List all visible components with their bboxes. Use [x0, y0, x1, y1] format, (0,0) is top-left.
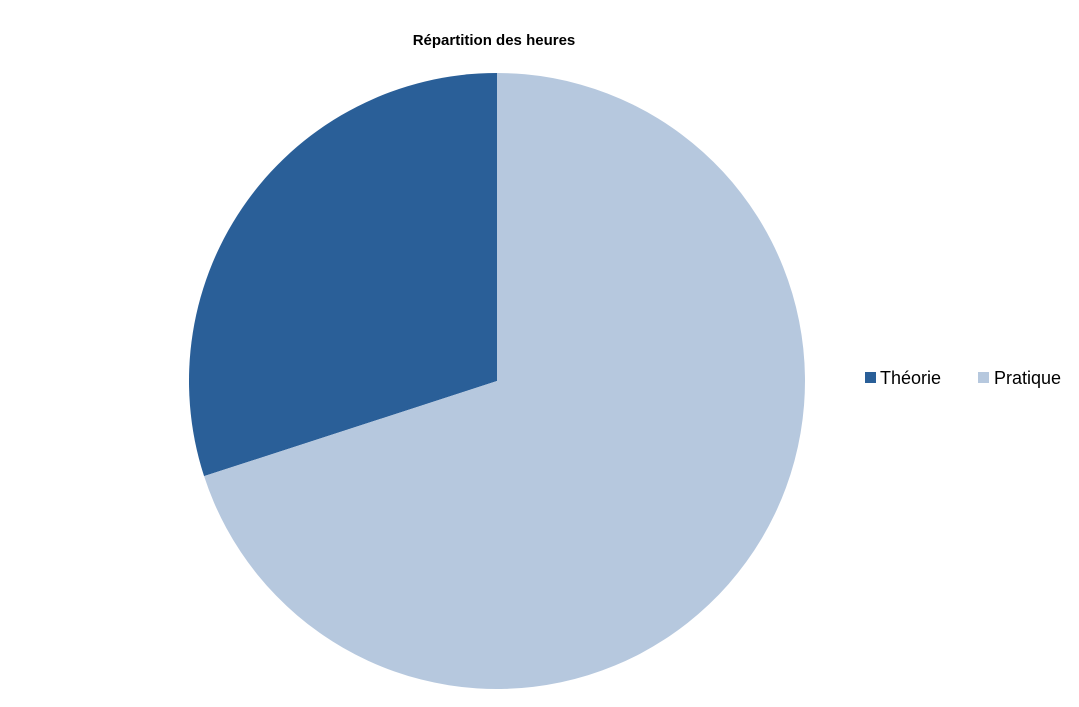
legend-label-theorie: Théorie — [880, 368, 941, 388]
legend: Théorie Pratique — [865, 368, 1061, 388]
pie-slices — [188, 73, 805, 689]
legend-label-pratique: Pratique — [994, 368, 1061, 388]
pie-slice-pratique — [204, 73, 805, 689]
chart-title: Répartition des heures — [413, 32, 576, 49]
legend-swatch-theorie — [865, 372, 876, 383]
legend-swatch-pratique — [978, 372, 989, 383]
pie-slice-theorie — [188, 73, 498, 477]
